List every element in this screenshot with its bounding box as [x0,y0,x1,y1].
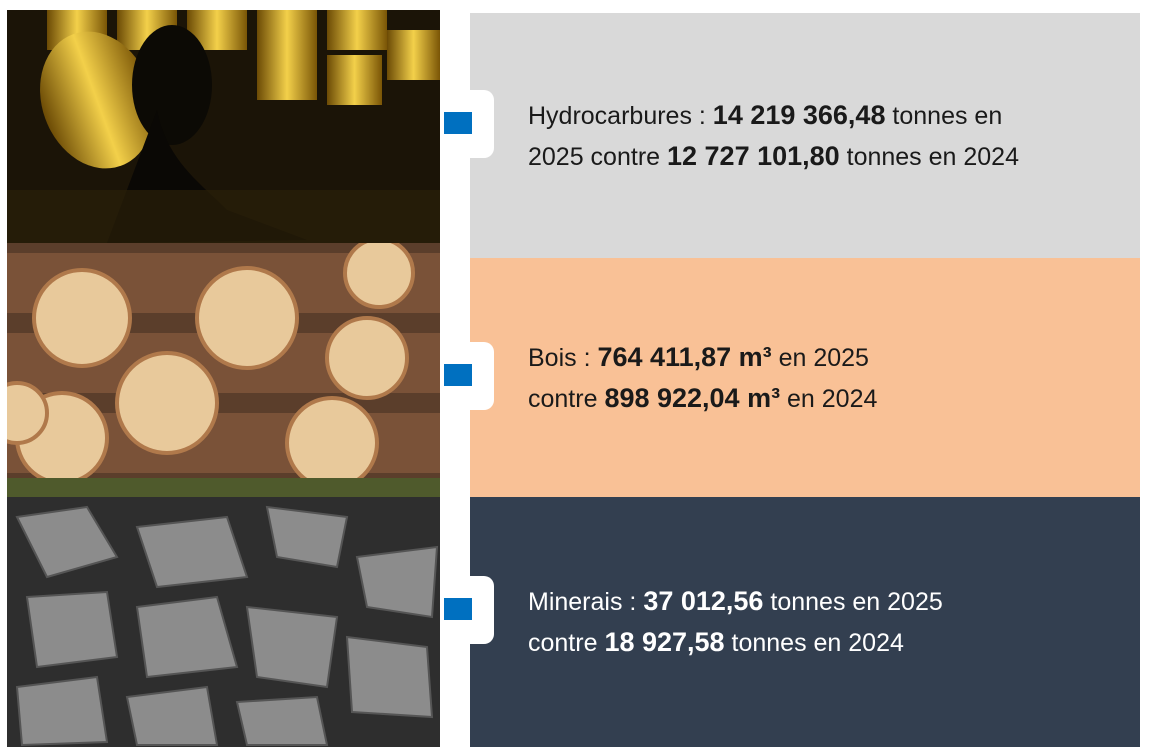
text: tonnes en [885,102,1002,130]
figure: 898 922,04 m³ [604,383,780,413]
tab [440,576,494,644]
text-line: 2025 contre 12 727 101,80 tonnes en 2024 [528,136,1140,177]
tab [440,342,494,410]
text: Hydrocarbures : [528,102,713,130]
text: Minerais : [528,588,643,616]
text: tonnes en 2025 [763,588,942,616]
text: en 2024 [780,385,877,413]
text: contre [528,629,604,657]
text-line: contre 18 927,58 tonnes en 2024 [528,622,1140,663]
text: Bois : [528,344,597,372]
text: contre [528,385,604,413]
figure: 37 012,56 [643,586,763,616]
text-line: Hydrocarbures : 14 219 366,48 tonnes en [528,95,1140,136]
wood-image [7,243,440,497]
figure: 14 219 366,48 [713,100,886,130]
text: tonnes en 2024 [840,143,1019,171]
text-line: contre 898 922,04 m³ en 2024 [528,378,1140,419]
text: en 2025 [772,344,869,372]
ore-image [7,497,440,747]
blue-marker [444,598,472,620]
blue-marker [444,112,472,134]
page: Hydrocarbures : 14 219 366,48 tonnes en2… [0,0,1156,747]
text: tonnes en 2024 [725,629,904,657]
text: 2025 contre [528,143,667,171]
blue-marker [444,364,472,386]
figure: 764 411,87 m³ [597,342,771,372]
oil-image [7,10,440,243]
tab [440,90,494,158]
text-line: Bois : 764 411,87 m³ en 2025 [528,337,1140,378]
figure: 18 927,58 [604,627,724,657]
text-line: Minerais : 37 012,56 tonnes en 2025 [528,581,1140,622]
figure: 12 727 101,80 [667,141,840,171]
